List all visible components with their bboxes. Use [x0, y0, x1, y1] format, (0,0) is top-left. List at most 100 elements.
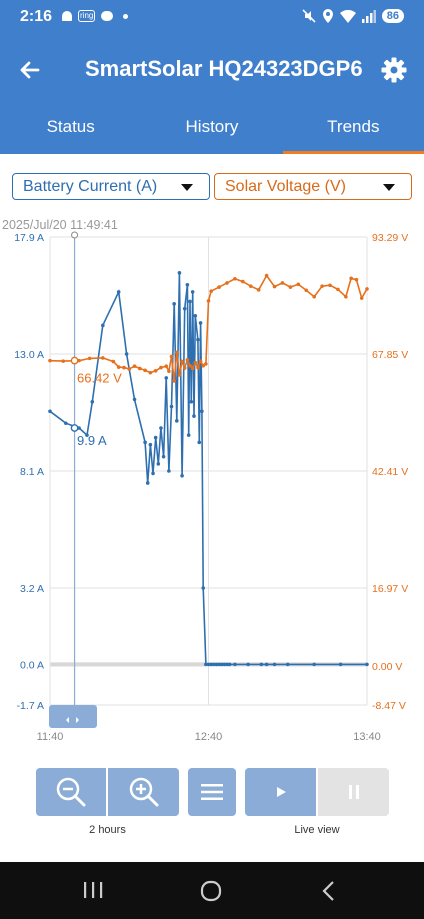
battery-current-point — [169, 404, 174, 409]
tab-history[interactable]: History — [185, 117, 239, 136]
home-icon[interactable] — [200, 880, 222, 902]
solar-voltage-point — [256, 288, 261, 292]
play-button[interactable] — [245, 768, 316, 816]
battery-current-point — [188, 299, 192, 304]
solar-voltage-point — [233, 277, 237, 281]
battery-current-point — [64, 421, 68, 426]
solar-voltage-point — [336, 287, 340, 292]
solar-voltage-point — [111, 359, 116, 364]
cursor-drag-handle[interactable] — [49, 705, 97, 728]
cursor-timestamp: 2025/Jul/20 11:49:41 — [2, 218, 118, 232]
solar-voltage-point — [153, 368, 158, 373]
solar-voltage-point — [328, 283, 332, 288]
cursor-current-label: 9.9 A — [77, 433, 107, 448]
recent-apps-icon[interactable] — [82, 880, 104, 900]
zoom-out-button[interactable] — [36, 768, 106, 816]
solar-voltage-point — [177, 373, 182, 377]
battery-current-point — [172, 302, 176, 306]
zoom-out-icon — [56, 777, 86, 807]
solar-voltage-point — [288, 285, 293, 289]
battery-current-point — [201, 586, 206, 590]
battery-current-point — [190, 290, 195, 294]
pause-icon — [348, 785, 359, 799]
solar-voltage-point — [182, 366, 187, 370]
solar-voltage-point — [196, 365, 200, 370]
battery-current-point — [175, 419, 179, 423]
battery-current-point — [143, 440, 147, 445]
solar-voltage-point — [354, 277, 359, 282]
battery-current-point — [177, 271, 182, 275]
signal-icon — [361, 9, 376, 23]
gear-icon[interactable] — [380, 56, 408, 84]
battery-current-point — [164, 376, 169, 380]
battery-current-point — [222, 662, 227, 667]
battery-current-point — [90, 399, 95, 404]
solar-voltage-point — [132, 364, 137, 368]
battery-current-point — [217, 662, 221, 667]
solar-voltage-point — [164, 364, 169, 368]
trend-chart[interactable]: 17.9 A 13.0 A 8.1 A 3.2 A 0.0 A -1.7 A 93.29 V… — [0, 214, 424, 750]
tab-status[interactable]: Status — [46, 117, 95, 136]
left-series-select[interactable]: Battery Current (A) — [12, 173, 210, 200]
left-axis-tick: -1.7 A — [17, 700, 44, 712]
solar-voltage-point — [204, 362, 208, 366]
live-view-label: Live view — [294, 824, 340, 836]
solar-voltage-point — [101, 356, 105, 360]
solar-voltage-point — [175, 350, 179, 355]
left-series-value: Battery Current (A) — [23, 178, 158, 195]
battery-current-point — [197, 440, 202, 445]
right-series-select[interactable]: Solar Voltage (V) — [214, 173, 412, 200]
chat-icon — [101, 11, 114, 21]
system-nav-bar — [0, 862, 424, 919]
right-axis-tick: 93.29 V — [372, 232, 408, 244]
battery-current-point — [338, 662, 343, 667]
zoom-range-label: 2 hours — [89, 824, 126, 836]
battery-current-point — [192, 414, 196, 418]
solar-voltage-point — [127, 367, 132, 371]
solar-voltage-point — [193, 360, 198, 365]
battery-current-point — [180, 473, 184, 478]
arrow-left-icon[interactable] — [16, 56, 44, 84]
bell-icon — [62, 11, 72, 21]
x-axis-tick: 13:40 — [353, 731, 381, 743]
right-axis-tick: -8.47 V — [372, 700, 406, 712]
left-axis-tick: 8.1 A — [20, 466, 44, 478]
solar-voltage-point — [206, 299, 211, 303]
right-axis-tick: 42.41 V — [372, 466, 408, 478]
battery-current-point — [233, 662, 237, 667]
solar-voltage-point — [48, 358, 52, 363]
battery-current-point — [145, 481, 150, 485]
solar-voltage-point — [209, 289, 213, 294]
cursor-current-marker — [70, 424, 79, 432]
tab-trends[interactable]: Trends — [282, 106, 424, 154]
status-bar: 2:16 ring 86 — [0, 0, 424, 34]
solar-voltage-point — [138, 366, 142, 371]
ring-icon: ring — [78, 10, 96, 22]
solar-voltage-point — [272, 284, 277, 289]
solar-voltage-point — [320, 284, 324, 288]
drag-arrows-icon — [66, 717, 79, 723]
chevron-down-icon — [181, 184, 193, 191]
play-icon — [276, 787, 286, 797]
solar-voltage-point — [198, 359, 203, 363]
right-series-value: Solar Voltage (V) — [225, 178, 346, 195]
menu-button[interactable] — [188, 768, 236, 816]
zoom-in-button[interactable] — [108, 768, 179, 816]
battery-current-point — [153, 435, 158, 440]
solar-voltage-point — [180, 359, 184, 364]
cursor-voltage-marker — [70, 356, 79, 365]
battery-current-point — [225, 662, 229, 667]
back-icon[interactable] — [320, 880, 336, 902]
left-axis-tick: 0.0 A — [20, 659, 44, 671]
cursor-top-handle — [71, 231, 79, 239]
solar-voltage-point — [312, 294, 316, 299]
battery-current-point — [259, 662, 264, 667]
solar-voltage-point — [61, 359, 66, 363]
solar-voltage-point — [296, 282, 301, 287]
battery-current-point — [148, 442, 153, 447]
solar-voltage-point — [143, 368, 147, 373]
battery-current-point — [186, 433, 191, 437]
pause-button[interactable] — [318, 768, 389, 816]
solar-voltage-point — [190, 366, 195, 371]
battery-current-point — [209, 662, 213, 667]
